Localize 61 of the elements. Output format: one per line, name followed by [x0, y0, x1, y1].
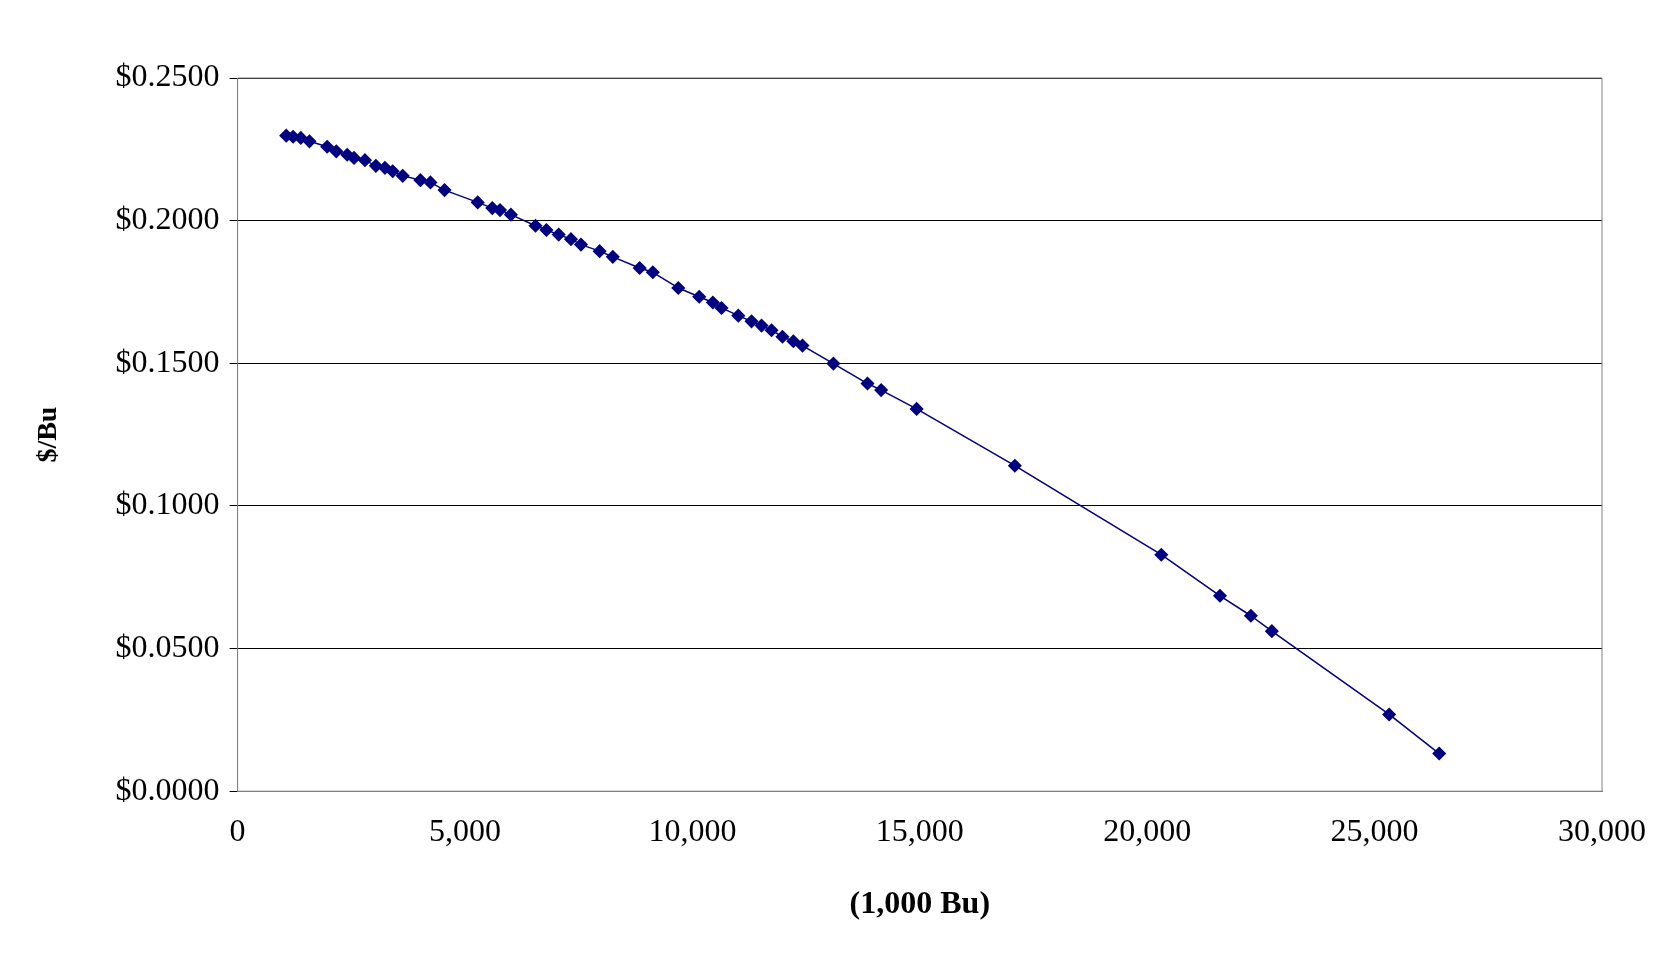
point — [592, 244, 607, 258]
point — [504, 207, 518, 222]
point — [692, 290, 706, 304]
x-tick-label: 20,000 — [1103, 811, 1192, 848]
point — [329, 144, 344, 159]
point — [574, 237, 588, 252]
point — [564, 232, 578, 246]
x-tick-label: 25,000 — [1330, 811, 1419, 848]
point — [395, 169, 410, 183]
point — [826, 356, 841, 371]
point — [775, 330, 790, 344]
point — [706, 295, 720, 310]
point — [1154, 547, 1169, 562]
x-tick-label: 10,000 — [648, 811, 737, 848]
y-tick-label: $0.0500 — [115, 627, 220, 664]
y-tick-label: $0.1000 — [115, 485, 220, 522]
point — [320, 140, 334, 154]
x-tick-label: 5,000 — [429, 811, 501, 848]
point — [437, 183, 452, 197]
point — [385, 164, 400, 179]
point — [347, 151, 361, 165]
x-tick-label: 30,000 — [1558, 811, 1646, 848]
point — [493, 203, 507, 217]
point — [744, 314, 759, 329]
point — [1265, 624, 1279, 638]
point — [528, 219, 543, 233]
point — [294, 131, 308, 145]
point — [632, 261, 647, 275]
point — [874, 383, 888, 397]
y-axis-title: $/Bu — [31, 406, 63, 463]
point — [302, 134, 317, 149]
point — [1432, 746, 1446, 761]
point — [671, 281, 686, 295]
point — [1213, 589, 1227, 603]
x-axis-title: (1,000 Bu) — [849, 884, 991, 921]
point — [551, 227, 566, 242]
y-tick-label: $0.2000 — [115, 200, 220, 237]
y-tick-label: $0.2500 — [115, 57, 220, 94]
point — [731, 308, 746, 323]
point — [358, 153, 372, 167]
point — [606, 250, 620, 264]
point — [795, 338, 810, 353]
point — [764, 323, 779, 337]
y-tick-label: $0.1500 — [115, 342, 220, 379]
point — [786, 334, 801, 349]
y-tick-label: $0.0000 — [115, 770, 220, 807]
x-tick-label: 15,000 — [875, 811, 964, 848]
point — [860, 376, 875, 391]
point — [369, 159, 383, 173]
x-tick-label: 0 — [229, 811, 246, 848]
point — [754, 318, 769, 333]
point — [423, 175, 438, 190]
point — [1244, 609, 1258, 623]
point — [909, 402, 924, 416]
point — [646, 265, 660, 280]
point — [539, 223, 554, 237]
point — [714, 301, 729, 315]
point — [1008, 458, 1022, 473]
point — [413, 173, 428, 187]
point — [1382, 707, 1396, 722]
point — [470, 195, 485, 210]
